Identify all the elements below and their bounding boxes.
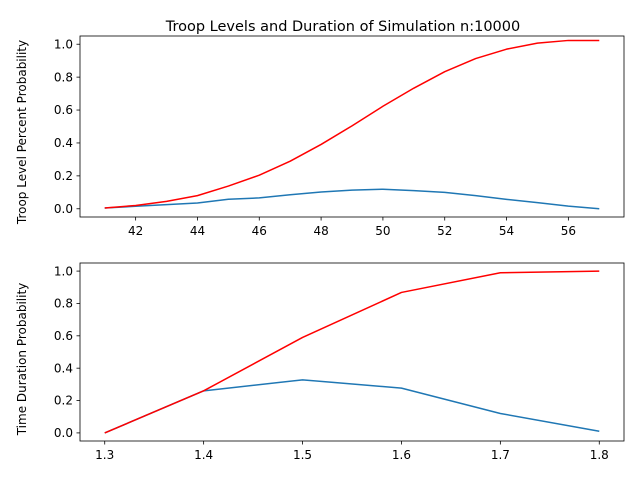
troop-level-series-line-1 (104, 39, 600, 209)
time-duration-x-tick-label: 1.7 (491, 448, 510, 462)
troop-level-x-tick-label: 50 (375, 224, 390, 238)
time-duration-y-axis-label: Time Duration Probability (15, 283, 29, 437)
time-duration-x-tick-label: 1.6 (392, 448, 411, 462)
time-duration-plot: 1.3 1.4 1.5 1.6 1.7 1.8 0.0 0.2 0.4 0.6 0.8 1.0 (54, 262, 625, 462)
troop-level-x-tick-label: 54 (499, 224, 514, 238)
time-duration-x-tick-label: 1.3 (95, 448, 114, 462)
troop-level-x-tick-label: 44 (190, 224, 205, 238)
troop-level-x-tick-label: 52 (437, 224, 452, 238)
troop-level-x-tick-label: 48 (313, 224, 328, 238)
troop-level-y-tick-label: 0.0 (54, 202, 73, 216)
chart-title: Troop Levels and Duration of Simulation … (165, 19, 520, 35)
time-duration-x-tick-label: 1.4 (194, 448, 213, 462)
time-duration-y-tick-label: 0.6 (54, 329, 73, 343)
time-duration-y-tick-label: 0.2 (54, 394, 73, 408)
time-duration-series-line-1 (104, 270, 600, 434)
troop-level-series-line-0 (104, 188, 600, 210)
time-duration-y-tick-label: 1.0 (54, 264, 73, 278)
troop-level-plot: 42 44 46 48 50 52 54 56 0.0 0.2 0.4 0.6 0.8 1.0 (54, 35, 625, 238)
troop-level-x-tick-label: 46 (252, 224, 267, 238)
time-duration-x-tick-label: 1.8 (590, 448, 609, 462)
troop-level-y-tick-label: 0.6 (54, 103, 73, 117)
troop-level-y-tick-label: 0.2 (54, 169, 73, 183)
time-duration-y-tick-label: 0.8 (54, 297, 73, 311)
time-duration-axes-frame (79, 262, 625, 442)
time-duration-y-tick-label: 0.0 (54, 426, 73, 440)
troop-level-y-tick-label: 0.4 (54, 136, 73, 150)
troop-level-y-tick-label: 0.8 (54, 70, 73, 84)
troop-level-axes-frame (79, 35, 625, 218)
time-duration-series-line-0 (104, 379, 600, 434)
time-duration-x-tick-label: 1.5 (293, 448, 312, 462)
troop-level-y-axis-label: Troop Level Percent Probability (15, 40, 29, 225)
troop-level-y-tick-label: 1.0 (54, 37, 73, 51)
time-duration-y-tick-label: 0.4 (54, 361, 73, 375)
troop-level-x-tick-label: 42 (128, 224, 143, 238)
troop-level-x-tick-label: 56 (561, 224, 576, 238)
